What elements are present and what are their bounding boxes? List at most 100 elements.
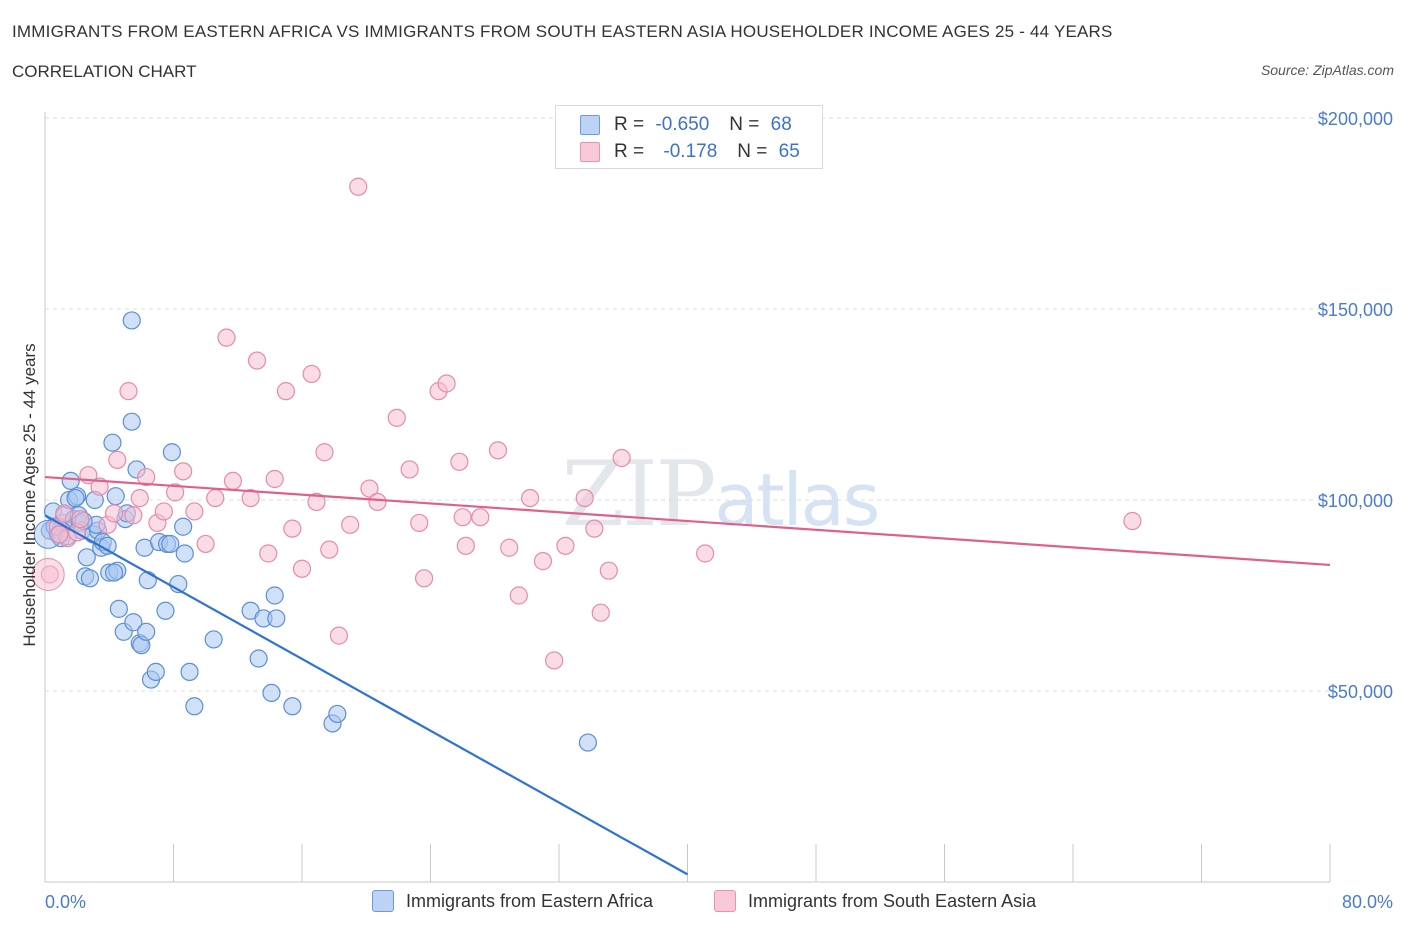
data-point: [90, 477, 109, 496]
data-point: [437, 374, 456, 393]
data-point: [185, 697, 204, 716]
data-point: [599, 561, 618, 580]
tick-labels: $50,000 $100,000 $150,000 $200,000 0.0% 80.0%: [45, 109, 1393, 912]
data-point: [283, 697, 302, 716]
data-point: [265, 469, 284, 489]
data-point: [103, 433, 122, 452]
data-point: [196, 534, 215, 554]
y-tick-label: $100,000: [1318, 491, 1393, 511]
data-point: [55, 504, 74, 523]
data-point: [206, 488, 225, 508]
data-point: [696, 544, 715, 563]
data-point: [328, 704, 347, 724]
chart-subtitle: CORRELATION CHART: [12, 62, 197, 81]
legend-swatch-blue: [580, 115, 600, 135]
bottom-legend-label: Immigrants from South Eastern Asia: [748, 890, 1037, 911]
data-point: [77, 548, 96, 567]
data-point: [414, 569, 434, 588]
data-point: [329, 626, 349, 645]
data-point: [174, 462, 193, 481]
legend-n-label: N =: [729, 114, 760, 135]
legend-r-value: -0.178: [663, 141, 718, 162]
data-point: [276, 382, 296, 401]
data-point: [450, 452, 469, 471]
legend-r-value: -0.650: [655, 114, 710, 135]
data-point: [124, 613, 143, 632]
data-point: [161, 534, 180, 554]
data-point: [61, 471, 80, 490]
data-point: [109, 599, 128, 618]
data-point: [71, 509, 90, 529]
data-point: [162, 443, 181, 462]
data-point: [509, 586, 528, 605]
legend-n-value: 68: [770, 114, 792, 135]
data-point: [108, 450, 127, 469]
data-point: [320, 540, 339, 559]
data-point: [185, 502, 204, 521]
data-point: [360, 479, 379, 498]
data-point: [259, 544, 278, 563]
gridlines: [45, 117, 1330, 692]
data-point: [1123, 511, 1142, 531]
trend-line-eastern-africa: [44, 514, 689, 876]
data-point: [156, 601, 175, 620]
data-point: [31, 557, 65, 591]
data-point: [410, 513, 429, 533]
data-point: [104, 504, 124, 523]
trend-lines: [44, 475, 1331, 876]
data-point: [137, 467, 156, 487]
data-point: [166, 483, 185, 502]
y-axis-label: Householder Income Ages 25 - 44 years: [20, 343, 39, 646]
data-point: [302, 364, 321, 384]
legend-r-label: R =: [614, 114, 645, 135]
data-point: [122, 412, 141, 431]
data-point: [119, 382, 138, 401]
data-point: [104, 563, 124, 582]
data-point: [138, 571, 157, 590]
source-note: Source: ZipAtlas.com: [1260, 62, 1394, 78]
data-point: [223, 471, 243, 490]
y-tick-label: $150,000: [1318, 300, 1393, 320]
data-point: [591, 603, 610, 622]
data-point: [456, 536, 475, 555]
bottom-legend-label: Immigrants from Eastern Africa: [406, 890, 654, 911]
data-point: [146, 662, 165, 682]
data-point: [453, 508, 472, 527]
data-point: [241, 488, 260, 508]
data-point: [307, 492, 326, 512]
data-point: [545, 651, 564, 670]
data-point: [400, 460, 419, 479]
data-point: [247, 351, 267, 370]
data-point: [249, 649, 268, 668]
data-point: [368, 492, 387, 512]
data-point: [387, 408, 406, 427]
data-point: [130, 488, 149, 508]
data-point: [154, 502, 173, 521]
legend-n-label: N =: [737, 141, 768, 162]
data-point: [66, 488, 85, 508]
data-point: [122, 311, 141, 330]
axes: [44, 112, 1331, 883]
data-point: [267, 609, 286, 628]
legend-row-eastern-africa: R = -0.650 N = 68: [580, 113, 792, 137]
bottom-swatch-blue: [372, 890, 394, 912]
data-point: [578, 733, 598, 752]
y-tick-label: $50,000: [1328, 682, 1393, 702]
x-tick-label: 0.0%: [45, 892, 86, 912]
data-point: [349, 177, 368, 196]
data-point: [174, 517, 193, 536]
correlation-legend: R = -0.650 N = 68 R = -0.178 N = 65: [555, 105, 823, 169]
chart-title: IMMIGRANTS FROM EASTERN AFRICA VS IMMIGR…: [12, 22, 1113, 41]
data-point: [175, 544, 194, 563]
data-point: [575, 488, 594, 508]
data-point: [124, 506, 143, 525]
data-point: [180, 662, 199, 682]
data-point: [585, 519, 604, 538]
data-point: [500, 538, 519, 557]
legend-swatch-pink: [580, 142, 600, 162]
legend-n-value: 65: [778, 141, 800, 162]
series-south-eastern-asia-points: [31, 177, 1142, 670]
data-point: [50, 525, 69, 544]
data-point: [612, 448, 631, 468]
bottom-legend-eastern-africa: Immigrants from Eastern Africa: [372, 890, 653, 912]
